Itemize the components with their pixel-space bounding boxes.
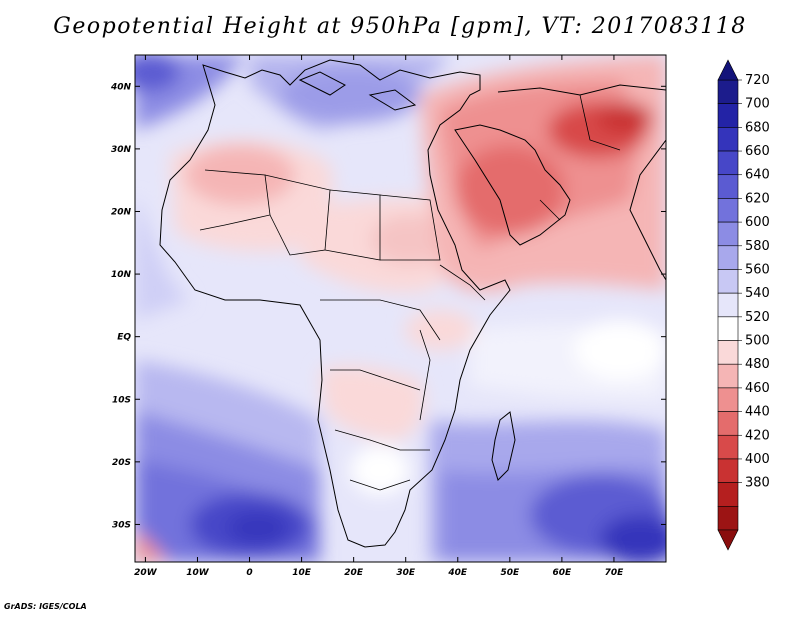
colorbar-label: 720 (745, 73, 770, 88)
colorbar-swatch (717, 103, 739, 128)
colorbar-label: 380 (745, 476, 770, 491)
lon-tick-label: 20W (134, 568, 158, 578)
colorbar-label: 580 (745, 239, 770, 254)
colorbar-label: 420 (745, 428, 770, 443)
colorbar-swatch (717, 292, 739, 318)
country-borders (199, 94, 621, 491)
colorbar-top-arrow (717, 59, 739, 81)
colorbar-label: 520 (745, 310, 770, 325)
colorbar-swatch (717, 482, 739, 507)
plot-frame (134, 54, 667, 563)
lat-tick-label: 40N (110, 82, 132, 92)
colorbar-label: 680 (745, 120, 770, 135)
colorbar-swatch (717, 221, 739, 247)
colorbar-swatch (717, 316, 739, 341)
colorbar-swatch (717, 458, 739, 483)
colorbar-swatch (717, 269, 739, 294)
colorbar-label: 620 (745, 191, 770, 206)
lon-tick-label: 30E (396, 568, 416, 578)
lon-tick-label: 10E (292, 568, 312, 578)
lon-tick-label: 40E (447, 568, 468, 578)
lon-tick-label: 10W (186, 568, 210, 578)
lat-tick-label: 10N (111, 270, 132, 280)
colorbar-swatch (717, 150, 739, 176)
lon-tick-label: 60E (553, 568, 573, 578)
lon-tick-label: 70E (605, 568, 625, 578)
colorbar-swatch (717, 340, 739, 365)
lat-tick-label: 20S (112, 458, 131, 468)
colorbar-swatch (717, 245, 739, 270)
grads-credit: GrADS: IGES/COLA (4, 602, 87, 611)
colorbar-label: 540 (745, 286, 770, 301)
map-axes: 20W 10W 0 10E 20E 30E 40E 50E 60E 70E 40N 30N 20N 10N… (110, 55, 666, 578)
colorbar-swatch (717, 174, 739, 199)
lat-tick-label: EQ (117, 333, 131, 343)
colorbar-label: 560 (745, 262, 770, 277)
colorbar-swatch (717, 198, 739, 223)
map-plot-area (134, 54, 667, 563)
colorbar-label: 400 (745, 452, 770, 467)
map-title: Geopotential Height at 950hPa [gpm], VT:… (53, 14, 747, 39)
coastlines (159, 59, 666, 548)
lat-tick-label: 30S (112, 520, 131, 530)
colorbar-bottom-arrow (717, 529, 739, 551)
colorbar-swatch (717, 127, 739, 152)
lat-tick-label: 20N (111, 207, 132, 217)
colorbar-label: 460 (745, 381, 770, 396)
colorbar: 720 700 680 660 640 620 600 580 560 540 520 500 480 4… (717, 59, 770, 551)
colorbar-label: 660 (745, 144, 770, 159)
colorbar-swatch (717, 363, 739, 389)
colorbar-label: 440 (745, 405, 770, 420)
colorbar-swatch (717, 506, 739, 531)
colorbar-label: 600 (745, 215, 770, 230)
colorbar-label: 640 (745, 168, 770, 183)
lon-tick-label: 20E (344, 568, 364, 578)
lon-tick-label: 50E (500, 568, 520, 578)
colorbar-swatch (717, 411, 739, 436)
colorbar-label: 500 (745, 334, 770, 349)
colorbar-label: 480 (745, 357, 770, 372)
lat-tick-label: 10S (112, 395, 131, 405)
lat-tick-label: 30N (111, 145, 132, 155)
lon-tick-label: 0 (246, 568, 252, 578)
colorbar-swatch (717, 434, 739, 460)
colorbar-swatch (717, 387, 739, 412)
contour-field (135, 55, 666, 562)
colorbar-swatch (717, 79, 739, 104)
colorbar-label: 700 (745, 97, 770, 112)
